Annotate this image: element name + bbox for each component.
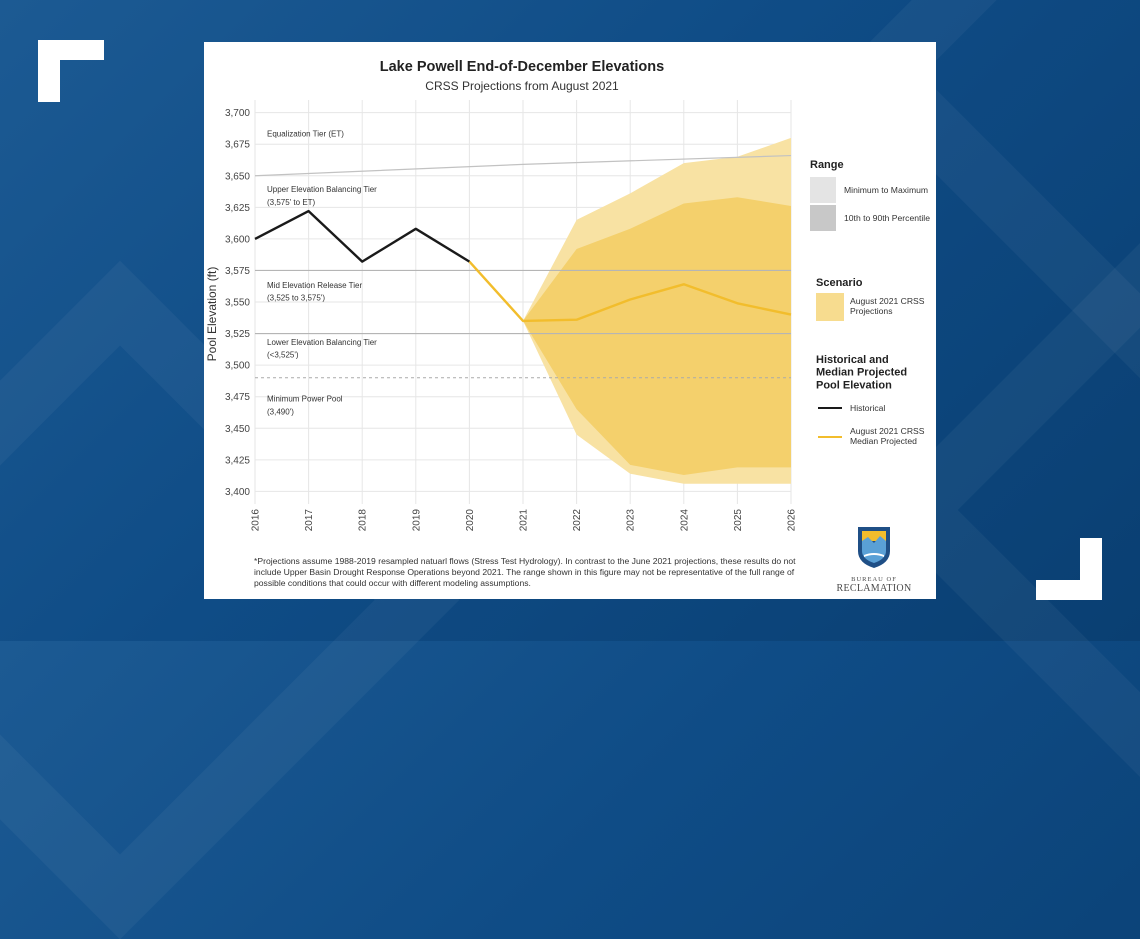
x-tick-label: 2016 — [251, 509, 262, 532]
logo-text-line1: BUREAU OF — [851, 576, 897, 583]
legend-swatch-min-max — [810, 177, 836, 203]
y-tick-label: 3,575 — [225, 266, 250, 277]
tier-sublabel: (3,525 to 3,575') — [267, 294, 325, 303]
legend-historical-item: Historical — [850, 403, 885, 413]
legend-swatch-p10-p90 — [810, 205, 836, 231]
y-tick-label: 3,625 — [225, 203, 250, 214]
tier-lines — [254, 154, 792, 379]
median-projected-line — [468, 260, 792, 323]
legend-scenario-title: Scenario — [816, 277, 863, 289]
x-tick-label: 2025 — [733, 509, 744, 532]
y-tick-label: 3,600 — [225, 234, 250, 245]
logo-text-line2: RECLAMATION — [836, 583, 912, 594]
tier-label: Mid Elevation Release Tier — [267, 281, 362, 290]
x-tick-label: 2024 — [679, 509, 690, 532]
y-tick-label: 3,700 — [225, 108, 250, 119]
x-tick-label: 2021 — [519, 509, 530, 532]
y-axis-ticks: 3,400 3,425 3,450 3,475 3,500 3,525 3,550 3,575… — [225, 108, 250, 498]
tier-labels: Equalization Tier (ET) Upper Elevation Ba… — [267, 130, 377, 417]
bureau-of-reclamation-logo: BUREAU OF RECLAMATION — [836, 525, 912, 595]
range-bands — [523, 137, 791, 484]
tier-label: Upper Elevation Balancing Tier — [267, 185, 377, 194]
y-tick-label: 3,475 — [225, 392, 250, 403]
series — [254, 209, 792, 323]
legend-median-item: August 2021 CRSS Median Projected — [850, 426, 925, 446]
tier-label: Minimum Power Pool — [267, 395, 343, 404]
x-axis-ticks: 2016 2017 2018 2019 2020 2021 2022 2023 2024 2025… — [251, 509, 798, 532]
y-tick-label: 3,450 — [225, 424, 250, 435]
y-tick-label: 3,525 — [225, 329, 250, 340]
legend-scenario-item: August 2021 CRSS Projections — [850, 296, 925, 316]
tier-sublabel: (3,575' to ET) — [267, 198, 316, 207]
tier-sublabel: (<3,525') — [267, 351, 299, 360]
chart-card: Lake Powell End-of-December Elevations C… — [204, 42, 936, 599]
legend-range-item-1: 10th to 90th Percentile — [844, 213, 930, 223]
x-tick-label: 2019 — [411, 509, 422, 532]
y-tick-label: 3,675 — [225, 140, 250, 151]
x-tick-label: 2026 — [787, 509, 798, 532]
legend-range-title: Range — [810, 159, 844, 171]
tier-label: Equalization Tier (ET) — [267, 130, 344, 139]
x-tick-label: 2017 — [304, 509, 315, 532]
y-tick-label: 3,550 — [225, 298, 250, 309]
legend-range-item-0: Minimum to Maximum — [844, 185, 928, 195]
legend-swatch-scenario — [816, 293, 844, 321]
tier-label: Lower Elevation Balancing Tier — [267, 338, 377, 347]
equalization-tier-line — [254, 154, 792, 177]
frame-corner-top-left — [38, 40, 60, 102]
reclamation-emblem-icon — [858, 527, 890, 568]
range-band-p10-p90 — [523, 197, 791, 475]
legend-historical-title: Historical and Median Projected Pool Eleva… — [816, 354, 907, 391]
y-tick-label: 3,500 — [225, 361, 250, 372]
x-tick-label: 2022 — [572, 509, 583, 532]
y-tick-label: 3,425 — [225, 455, 250, 466]
y-axis-label: Pool Elevation (ft) — [205, 267, 219, 362]
chart-subtitle: CRSS Projections from August 2021 — [425, 79, 619, 93]
frame-corner-bottom-right — [1080, 538, 1102, 600]
footnote: *Projections assume 1988-2019 resampled … — [254, 556, 796, 588]
x-tick-label: 2020 — [465, 509, 476, 532]
historical-line — [254, 209, 471, 263]
x-tick-label: 2023 — [626, 509, 637, 532]
x-tick-label: 2018 — [358, 509, 369, 532]
y-tick-label: 3,650 — [225, 171, 250, 182]
chart-canvas: Lake Powell End-of-December Elevations C… — [205, 59, 930, 532]
y-tick-label: 3,400 — [225, 487, 250, 498]
tier-sublabel: (3,490') — [267, 407, 294, 416]
legend: Range Minimum to Maximum 10th to 90th Pe… — [810, 159, 930, 446]
chart-title: Lake Powell End-of-December Elevations — [380, 59, 664, 75]
